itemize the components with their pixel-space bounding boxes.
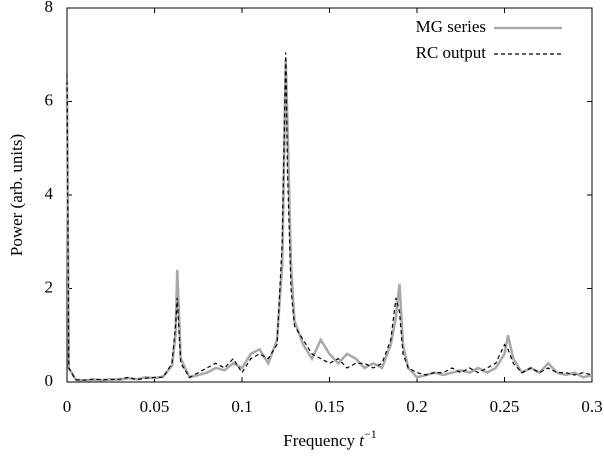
legend-label: MG series (416, 17, 486, 36)
x-tick-label: 0.2 (406, 397, 427, 416)
x-tick-label: 0.25 (490, 397, 520, 416)
x-tick-label: 0.05 (140, 397, 170, 416)
x-axis-label-exp: −1 (364, 427, 377, 441)
y-tick-label: 6 (45, 90, 54, 109)
x-axis-label-text: Frequency (283, 431, 355, 450)
legend-label: RC output (416, 43, 487, 62)
data-line (66, 52, 593, 381)
plot-frame (66, 7, 593, 383)
y-axis-label: Power (arb. units) (7, 134, 26, 256)
x-tick-label: 0 (63, 397, 72, 416)
y-tick-label: 2 (45, 277, 54, 296)
x-tick-label: 0.3 (581, 397, 602, 416)
data-line (65, 59, 593, 382)
y-tick-label: 8 (45, 0, 54, 16)
x-axis-label-var: t (359, 431, 365, 450)
y-tick-label: 0 (45, 371, 54, 390)
x-axis-label: Frequency t−1 (283, 427, 377, 450)
x-tick-label: 0.15 (315, 397, 345, 416)
y-tick-label: 4 (45, 184, 54, 203)
x-tick-label: 0.1 (231, 397, 252, 416)
